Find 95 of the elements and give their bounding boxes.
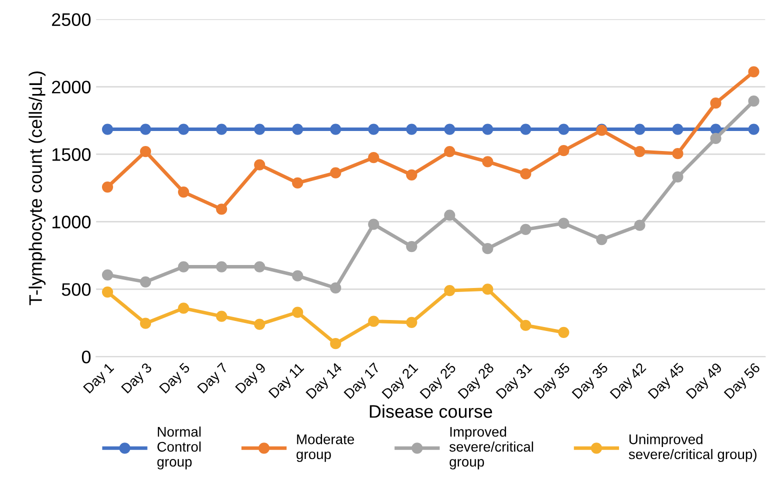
legend-label: Unimproved severe/critical group) (628, 434, 756, 462)
point (444, 124, 456, 135)
point (178, 302, 190, 314)
point (710, 98, 722, 109)
point (140, 124, 152, 135)
point (178, 186, 190, 198)
x-tick-label: Day 45 (648, 362, 686, 402)
legend-label: Improved severe/critical group (449, 426, 534, 470)
point (368, 152, 380, 164)
point (368, 124, 380, 135)
y-tick-label: 500 (62, 283, 91, 296)
point (558, 218, 570, 229)
point (482, 284, 494, 295)
point (140, 318, 152, 329)
point (368, 218, 380, 230)
point (140, 276, 152, 288)
x-tick-label: Day 35 (534, 362, 572, 402)
y-tick-label: 2000 (52, 80, 91, 94)
point (444, 284, 456, 296)
point (520, 168, 532, 180)
x-tick-label: Day 3 (120, 362, 154, 396)
point (444, 210, 456, 221)
point (102, 286, 114, 298)
point (216, 204, 228, 215)
point (672, 148, 684, 160)
x-tick-label: Day 14 (306, 362, 344, 402)
x-tick-label: Day 9 (234, 362, 268, 396)
point (330, 338, 342, 350)
x-tick-label: Day 21 (382, 362, 420, 402)
y-tick-label: 1000 (52, 216, 91, 228)
point (216, 310, 228, 322)
x-tick-label: Day 1 (83, 362, 116, 396)
x-tick-label: Day 17 (344, 362, 382, 402)
point (406, 169, 418, 180)
point (292, 124, 304, 135)
x-tick-label: Day 35 (572, 362, 610, 402)
point (178, 124, 190, 135)
legend-label: Normal Control group (157, 426, 201, 470)
point (634, 124, 646, 135)
y-tick-label: 2500 (52, 13, 91, 26)
point (482, 156, 494, 168)
point (634, 146, 646, 158)
point (710, 124, 722, 135)
point (178, 261, 190, 272)
point (406, 316, 418, 328)
point (330, 124, 342, 135)
point (444, 146, 456, 158)
x-tick-label: Day 7 (197, 362, 230, 396)
x-tick-label: Day 28 (458, 362, 496, 402)
point (102, 269, 114, 280)
point (292, 270, 304, 282)
x-tick-label: Day 42 (610, 362, 648, 402)
point (520, 320, 532, 331)
point (672, 124, 684, 135)
point (330, 167, 342, 178)
point (406, 124, 418, 135)
point (254, 318, 266, 330)
x-tick-label: Day 11 (268, 362, 306, 400)
point (102, 124, 114, 135)
point (520, 124, 532, 135)
y-axis-title: T-lymphocyte count (cells/μL) (28, 72, 46, 306)
point (292, 306, 304, 318)
point (216, 261, 228, 272)
x-tick-label: Day 5 (159, 362, 192, 396)
point (710, 132, 722, 144)
point (748, 96, 760, 107)
point (482, 243, 494, 254)
point (558, 124, 570, 135)
point (748, 124, 760, 135)
point (406, 240, 418, 252)
point (596, 234, 608, 246)
x-tick-label: Day 49 (686, 362, 724, 402)
x-tick-label: Day 56 (724, 362, 762, 402)
x-tick-label: Day 25 (420, 362, 458, 402)
point (672, 171, 684, 182)
point (520, 224, 532, 235)
point (216, 124, 228, 135)
point (254, 261, 266, 272)
x-axis-title: Disease course (370, 404, 492, 418)
point (102, 181, 114, 193)
point (254, 124, 266, 135)
point (292, 177, 304, 189)
y-tick-label: 1500 (52, 148, 91, 161)
point (558, 145, 570, 156)
point (482, 124, 494, 135)
y-tick-label: 0 (82, 350, 91, 364)
point (254, 159, 266, 170)
point (140, 146, 152, 158)
point (558, 326, 570, 338)
point (634, 220, 646, 231)
point (368, 316, 380, 327)
legend-label: Moderate group (296, 434, 354, 462)
point (748, 66, 760, 78)
point (330, 282, 342, 294)
x-tick-label: Day 31 (496, 362, 534, 402)
